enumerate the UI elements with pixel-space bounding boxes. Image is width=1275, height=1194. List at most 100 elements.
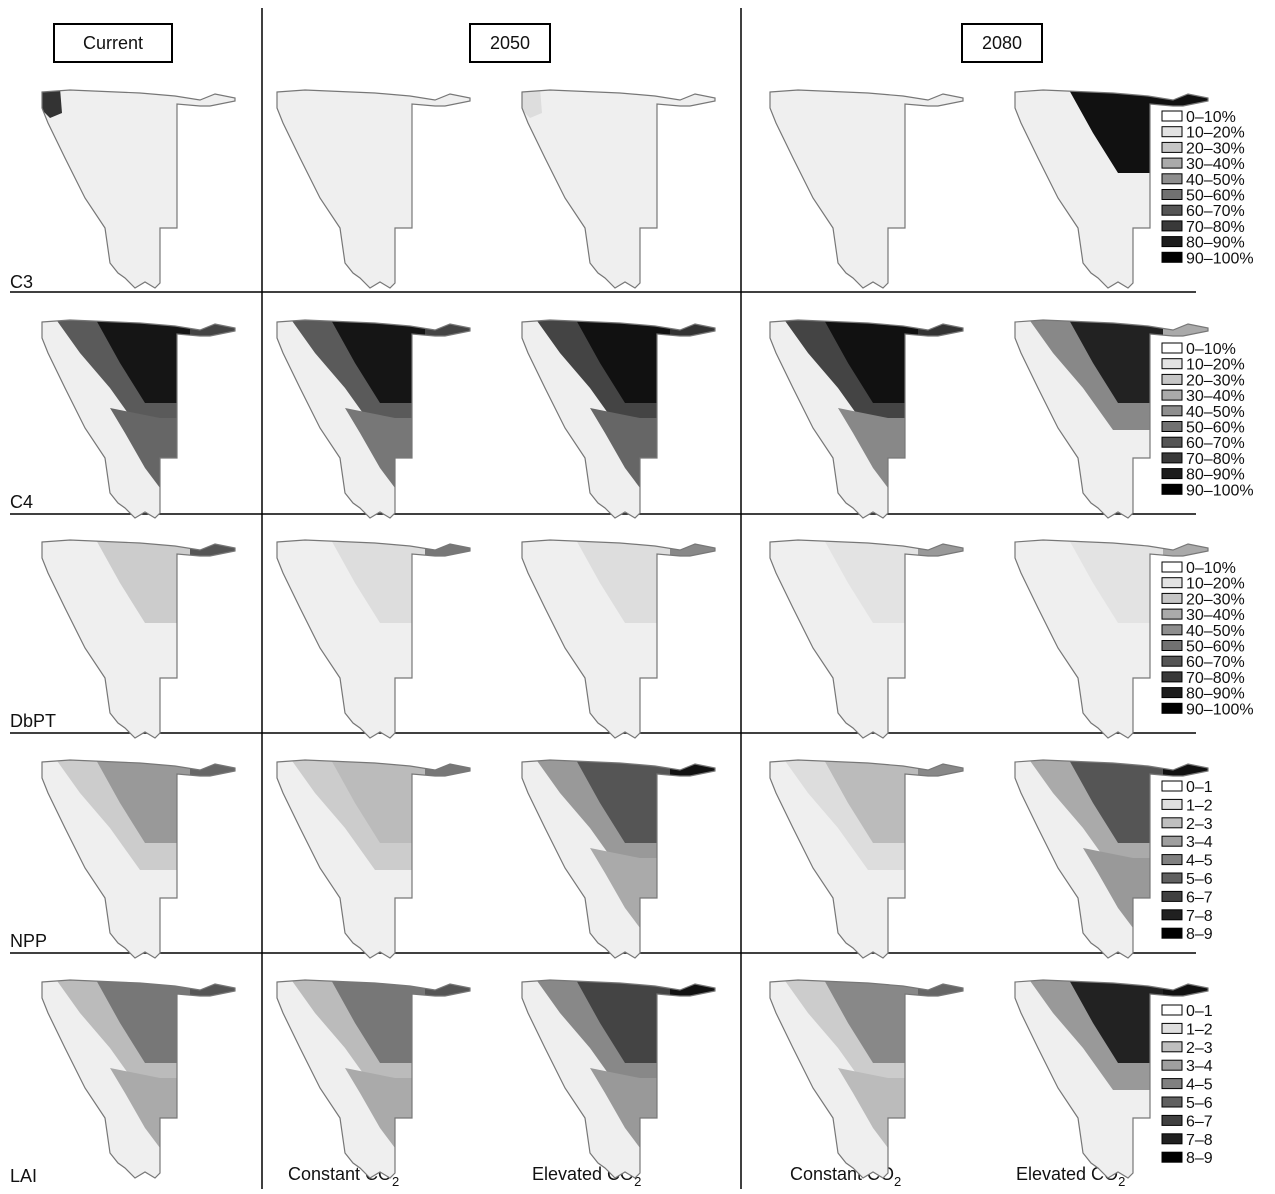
legend-label: 30–40%	[1186, 156, 1245, 173]
legend-swatch	[1162, 221, 1182, 231]
map	[522, 538, 720, 738]
legend-swatch	[1162, 453, 1182, 463]
map	[277, 978, 475, 1178]
map	[40, 88, 235, 288]
legend-swatch	[1162, 593, 1182, 603]
legend-label: 70–80%	[1186, 451, 1245, 468]
legend-swatch	[1162, 374, 1182, 384]
legend-label: 2–3	[1186, 816, 1213, 833]
legend-label: 30–40%	[1186, 388, 1245, 405]
legend-label: 80–90%	[1186, 467, 1245, 484]
legend-swatch	[1162, 799, 1182, 809]
map	[522, 978, 720, 1178]
legend-swatch	[1162, 422, 1182, 432]
legend: 0–10%10–20%20–30%30–40%40–50%50–60%60–70…	[1162, 560, 1254, 718]
legend-swatch	[1162, 928, 1182, 938]
legend-swatch	[1162, 390, 1182, 400]
legend-swatch	[1162, 1152, 1182, 1162]
legend-swatch	[1162, 641, 1182, 651]
legend-label: 40–50%	[1186, 404, 1245, 421]
legend-swatch	[1162, 252, 1182, 262]
legend: 0–10%10–20%20–30%30–40%40–50%50–60%60–70…	[1162, 109, 1254, 267]
legend-label: 6–7	[1186, 1113, 1213, 1130]
legend-label: 0–10%	[1186, 560, 1236, 577]
legend-swatch	[1162, 688, 1182, 698]
legend-swatch	[1162, 1134, 1182, 1144]
legend-swatch	[1162, 437, 1182, 447]
row-label: DbPT	[10, 711, 56, 731]
legend-label: 50–60%	[1186, 188, 1245, 205]
legend-swatch	[1162, 910, 1182, 920]
legend-label: 0–1	[1186, 779, 1213, 796]
map	[1015, 318, 1213, 518]
legend-label: 20–30%	[1186, 140, 1245, 157]
map	[770, 538, 968, 738]
legend-swatch	[1162, 484, 1182, 494]
map	[770, 318, 968, 518]
legend-swatch	[1162, 625, 1182, 635]
map	[1015, 758, 1213, 958]
map	[770, 90, 963, 288]
legend-label: 70–80%	[1186, 670, 1245, 687]
legend-swatch	[1162, 406, 1182, 416]
map	[1015, 538, 1213, 738]
legend-label: 60–70%	[1186, 654, 1245, 671]
legend-swatch	[1162, 142, 1182, 152]
map-land	[42, 90, 235, 288]
row-label: C4	[10, 492, 33, 512]
legend-swatch	[1162, 703, 1182, 713]
map-land	[277, 90, 470, 288]
map	[277, 318, 475, 518]
legend-swatch	[1162, 205, 1182, 215]
legend-label: 80–90%	[1186, 686, 1245, 703]
legend-label: 30–40%	[1186, 607, 1245, 624]
legend-label: 4–5	[1186, 1077, 1213, 1094]
row-label: LAI	[10, 1166, 37, 1186]
legend-label: 8–9	[1186, 926, 1213, 943]
legend-swatch	[1162, 111, 1182, 121]
legend-label: 1–2	[1186, 1021, 1213, 1038]
legend-swatch	[1162, 1097, 1182, 1107]
legend-label: 0–1	[1186, 1003, 1213, 1020]
legend-label: 6–7	[1186, 889, 1213, 906]
legend-swatch	[1162, 1005, 1182, 1015]
map	[277, 90, 470, 288]
legend-label: 10–20%	[1186, 576, 1245, 593]
legend-swatch	[1162, 190, 1182, 200]
legend-swatch	[1162, 1115, 1182, 1125]
legend-label: 1–2	[1186, 797, 1213, 814]
legend-swatch	[1162, 855, 1182, 865]
map	[1015, 88, 1213, 288]
legend-label: 8–9	[1186, 1150, 1213, 1167]
legend-label: 20–30%	[1186, 372, 1245, 389]
legend-swatch	[1162, 359, 1182, 369]
map	[277, 538, 475, 738]
column-header: 2080	[982, 33, 1022, 53]
legend-swatch	[1162, 781, 1182, 791]
map	[42, 318, 240, 518]
legend-label: 5–6	[1186, 1095, 1213, 1112]
legend-label: 90–100%	[1186, 250, 1254, 267]
column-header: 2050	[490, 33, 530, 53]
legend-swatch	[1162, 873, 1182, 883]
legend-swatch	[1162, 1042, 1182, 1052]
legend-label: 50–60%	[1186, 639, 1245, 656]
legend-swatch	[1162, 469, 1182, 479]
legend-swatch	[1162, 562, 1182, 572]
column-header: Current	[83, 33, 143, 53]
legend-swatch	[1162, 343, 1182, 353]
legend-label: 7–8	[1186, 908, 1213, 925]
map	[1015, 978, 1213, 1178]
legend-label: 20–30%	[1186, 591, 1245, 608]
legend-label: 60–70%	[1186, 435, 1245, 452]
legend-label: 50–60%	[1186, 420, 1245, 437]
map	[42, 758, 240, 958]
legend-label: 10–20%	[1186, 125, 1245, 142]
legend-label: 0–10%	[1186, 341, 1236, 358]
legend-label: 70–80%	[1186, 219, 1245, 236]
legend-swatch	[1162, 818, 1182, 828]
legend-label: 80–90%	[1186, 235, 1245, 252]
map	[770, 978, 968, 1178]
row-label: C3	[10, 272, 33, 292]
legend-label: 40–50%	[1186, 172, 1245, 189]
